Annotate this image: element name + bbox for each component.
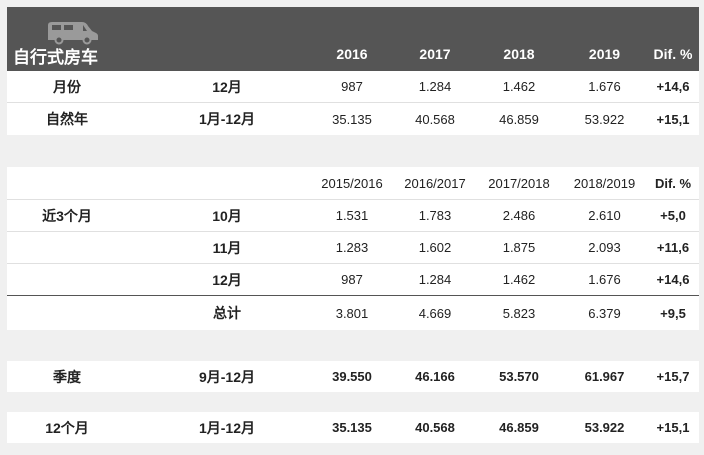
value-cell: 1.284: [418, 79, 452, 94]
value-cell: 1.783: [418, 208, 452, 223]
value-cell: 1.875: [502, 240, 536, 255]
dif-cell: +15,7: [656, 369, 690, 384]
dif-cell: +15,1: [656, 420, 690, 435]
table-row: 季度 9月-12月 39.550 46.166 53.570 61.967 +1…: [7, 361, 699, 392]
period-cell: 10月: [212, 207, 242, 224]
value-cell: 53.570: [499, 369, 539, 384]
value-cell: 46.166: [415, 369, 455, 384]
value-cell: 1.462: [502, 272, 536, 287]
table-row: 12月 987 1.284 1.462 1.676 +14,6: [7, 264, 699, 296]
year-header: 2017: [419, 46, 451, 62]
total-row: 总计 3.801 4.669 5.823 6.379 +9,5: [7, 296, 699, 330]
period-cell: 1月-12月: [198, 419, 256, 436]
year-header: 2019: [588, 46, 621, 62]
table-row: 近3个月 10月 1.531 1.783 2.486 2.610 +5,0: [7, 200, 699, 232]
table-row: 12个月 1月-12月 35.135 40.568 46.859 53.922 …: [7, 412, 699, 443]
row-label: 季度: [53, 368, 81, 385]
row-label: 月份: [53, 78, 81, 95]
value-cell: 2.486: [502, 208, 536, 223]
value-cell: 35.135: [332, 111, 372, 127]
value-cell: 2.610: [588, 208, 621, 223]
season-header: 2017/2018: [488, 175, 550, 191]
value-cell: 1.676: [588, 79, 621, 94]
value-cell: 6.379: [588, 305, 621, 321]
table-row: 11月 1.283 1.602 1.875 2.093 +11,6: [7, 232, 699, 264]
table-row: 自然年 1月-12月 35.135 40.568 46.859 53.922 +…: [7, 103, 699, 135]
row-divider: [137, 263, 699, 264]
value-cell: 987: [341, 79, 363, 94]
value-cell: 46.859: [499, 420, 539, 435]
value-cell: 53.922: [584, 420, 625, 435]
row-label: 自然年: [46, 111, 88, 127]
season-header: 2018/2019: [573, 175, 636, 191]
dif-cell: +9,5: [660, 305, 686, 321]
value-cell: 1.602: [418, 240, 452, 255]
period-cell: 12月: [212, 78, 242, 95]
value-cell: 1.462: [502, 79, 536, 94]
total-label: 总计: [213, 305, 241, 321]
dif-header: Dif. %: [653, 46, 693, 62]
year-header: 2018: [503, 46, 535, 62]
dif-cell: +11,6: [656, 240, 690, 255]
season-header: 2016/2017: [404, 175, 466, 191]
value-cell: 2.093: [588, 240, 621, 255]
value-cell: 1.284: [418, 272, 452, 287]
table-title: 自行式房车: [13, 48, 98, 67]
value-cell: 39.550: [332, 369, 372, 384]
value-cell: 1.676: [588, 272, 621, 287]
period-cell: 12月: [212, 271, 242, 288]
table-header: 自行式房车 2016 2017 2018 2019 Dif. %: [7, 7, 699, 71]
value-cell: 61.967: [584, 369, 625, 384]
row-divider: [7, 263, 137, 264]
year-header: 2016: [336, 46, 368, 62]
season-header: 2015/2016: [321, 175, 383, 191]
period-cell: 11月: [212, 239, 242, 256]
value-cell: 4.669: [418, 305, 452, 321]
value-cell: 46.859: [499, 111, 539, 127]
value-cell: 987: [341, 272, 363, 287]
value-cell: 5.823: [502, 305, 536, 321]
dif-header: Dif. %: [654, 175, 692, 191]
value-cell: 1.531: [335, 208, 369, 223]
dif-cell: +14,6: [656, 272, 690, 287]
dif-cell: +15,1: [656, 111, 690, 127]
value-cell: 1.283: [335, 240, 369, 255]
dif-cell: +14,6: [656, 79, 690, 94]
season-header-row: 2015/2016 2016/2017 2017/2018 2018/2019 …: [7, 167, 699, 200]
rv-icon: [48, 22, 98, 45]
value-cell: 40.568: [415, 111, 455, 127]
value-cell: 35.135: [332, 420, 372, 435]
table-row: 月份 12月 987 1.284 1.462 1.676 +14,6: [7, 71, 699, 103]
period-cell: 9月-12月: [198, 368, 256, 385]
period-cell: 1月-12月: [198, 111, 256, 127]
value-cell: 3.801: [335, 305, 369, 321]
value-cell: 40.568: [415, 420, 455, 435]
value-cell: 53.922: [584, 111, 625, 127]
row-label: 近3个月: [42, 207, 92, 224]
dif-cell: +5,0: [660, 208, 686, 223]
row-label: 12个月: [45, 419, 89, 436]
